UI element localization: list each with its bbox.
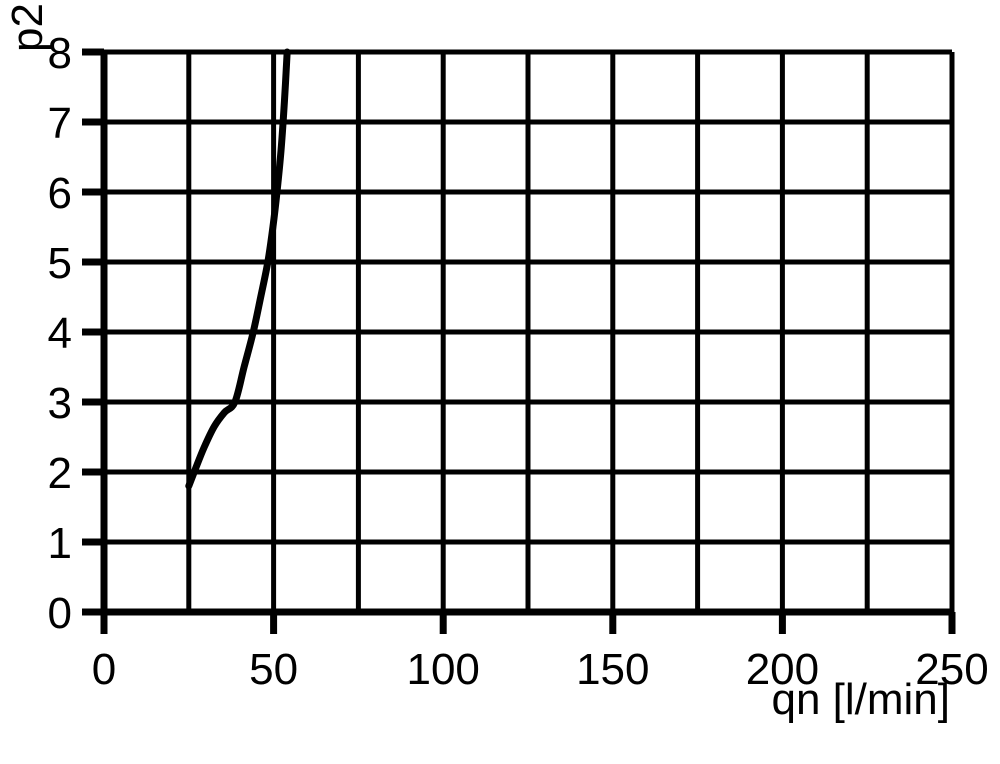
- plot-frame: [104, 49, 955, 612]
- y-axis-title: p2 [bar]: [3, 0, 52, 52]
- y-axis-ticks: [82, 48, 104, 616]
- x-tick-label: 250: [915, 645, 988, 694]
- x-axis-ticks: [100, 612, 956, 634]
- y-tick-label: 8: [48, 29, 72, 78]
- y-tick-label: 6: [48, 169, 72, 218]
- x-tick-label: 200: [746, 645, 819, 694]
- data-series-line: [185, 48, 291, 490]
- y-tick-label: 5: [48, 239, 72, 288]
- y-tick-label: 4: [48, 309, 72, 358]
- y-axis-tick-labels: 0 1 2 3 4 5 6 7 8: [48, 29, 72, 638]
- x-tick-label: 50: [249, 645, 298, 694]
- y-tick-label: 0: [48, 589, 72, 638]
- y-tick-label: 2: [48, 449, 72, 498]
- x-tick-label: 100: [406, 645, 479, 694]
- y-tick-label: 3: [48, 379, 72, 428]
- y-tick-label: 7: [48, 99, 72, 148]
- x-tick-label: 0: [92, 645, 116, 694]
- x-axis-title: qn [l/min]: [771, 675, 950, 724]
- x-axis-tick-labels: 0 50 100 150 200 250: [92, 645, 989, 694]
- y-tick-label: 1: [48, 519, 72, 568]
- x-tick-label: 150: [576, 645, 649, 694]
